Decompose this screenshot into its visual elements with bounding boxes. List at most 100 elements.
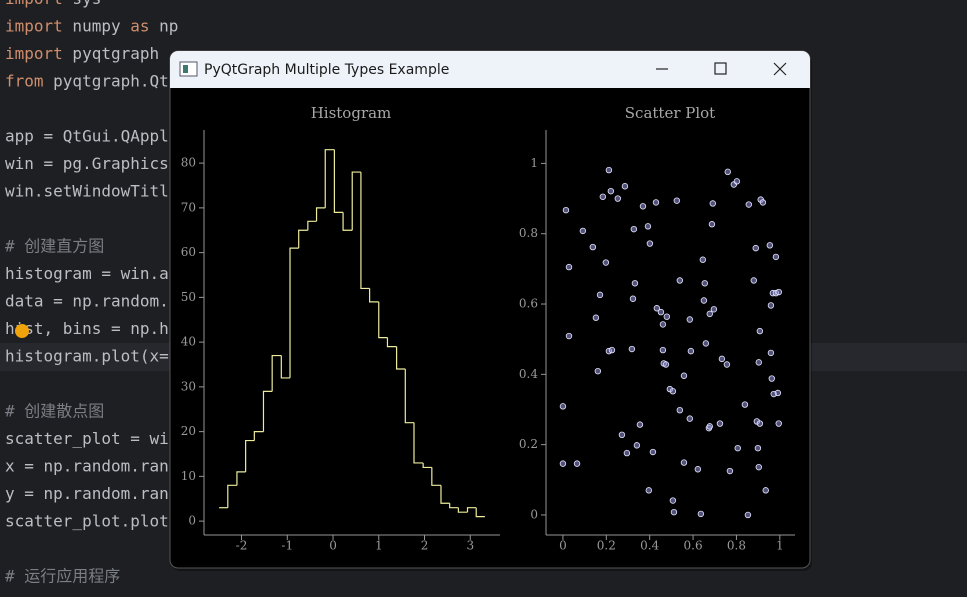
histogram-step [413,422,424,464]
scatter-point [629,295,637,302]
histogram-step [236,471,246,486]
scatter-point [614,195,621,202]
scatter-point [701,280,708,287]
scatter-point [734,444,741,452]
code-line: # 创建直方图 [5,236,104,255]
scatter-point [592,314,600,321]
app-window: PyQtGraph Multiple Types Example Histogr… [169,50,812,571]
code-line: x = np.random.ran [5,456,169,475]
code-line: import numpy as np [5,16,178,35]
histogram-step [378,301,388,339]
scatter-point [754,444,762,452]
intention-bulb[interactable] [15,324,29,338]
scatter-point [710,306,718,313]
x-tick-label: 3 [466,539,474,553]
y-tick-label: 70 [181,200,196,214]
code-line: hist, bins = np.h [5,319,169,338]
scatter-point [762,487,769,494]
scatter-point [699,256,707,263]
scatter-point [605,166,613,174]
scatter-point [673,197,680,204]
code-line: scatter_plot = wi [5,429,169,448]
histogram-step [396,346,406,370]
y-tick-label: 0.4 [519,367,538,381]
x-tick-label: 0 [559,539,567,553]
scatter-point [639,203,647,210]
y-tick-label: 0.8 [519,226,538,240]
histogram-step [351,171,361,231]
scatter-point [669,388,677,395]
x-tick-label: -2 [236,539,248,553]
scatter-point [768,375,775,382]
histogram-step [342,212,353,231]
scatter-point [767,349,775,357]
scatter-point [700,297,708,304]
histogram-step [271,354,282,392]
scatter-point [618,431,626,439]
scatter-point [589,243,597,251]
scatter-point [636,421,644,428]
histogram-step [431,467,441,486]
scatter-point [649,448,657,456]
histogram-step [440,485,450,504]
scatter-point [657,308,665,316]
scatter-point [607,187,615,195]
scatter-point [653,305,661,312]
histogram-step [227,484,237,508]
histogram-step [298,229,308,249]
close-button[interactable] [773,62,787,76]
scatter-point [767,302,775,309]
histogram-step [449,503,459,509]
x-tick-label: 0.8 [727,539,746,553]
code-line: histogram.plot(x= [5,346,169,365]
scatter-point [752,244,759,252]
scatter-point [621,183,629,190]
histogram-step [245,439,255,472]
x-tick-label: 1 [776,539,784,553]
scatter-point [565,263,573,271]
code-line: # 运行应用程序 [5,566,120,585]
scatter-point [662,361,670,368]
scatter-point [645,487,653,494]
code-line: y = np.random.ran [5,484,169,503]
y-tick-label: 50 [181,290,196,304]
scatter-point [599,193,607,200]
scatter-point [680,459,688,466]
y-tick-label: 20 [181,424,196,438]
scatter-point [709,200,716,207]
scatter-point [559,403,567,410]
y-tick-label: 0.2 [519,437,538,451]
scatter-point [565,332,573,340]
scatter-point [559,460,567,467]
scatter-point [756,327,764,335]
app-icon [179,61,198,77]
code-line: win = pg.Graphics [5,154,169,173]
scatter-point [716,420,724,427]
scatter-point [608,346,616,354]
y-tick-label: 60 [181,245,196,259]
scatter-point [680,372,688,379]
y-tick-label: 1 [530,156,538,170]
code-line: histogram = win.a [5,264,169,283]
scatter-point [708,221,716,228]
scatter-point [733,178,741,185]
x-tick-label: -1 [281,539,293,553]
scatter-point [702,340,710,347]
scatter-point [766,242,774,249]
histogram-step [280,355,291,379]
window-title: PyQtGraph Multiple Types Example [204,62,449,78]
scatter-point [644,223,652,230]
histogram-step [457,507,468,513]
histogram-step [475,507,485,518]
x-tick-label: 0 [329,539,337,553]
histogram-step [404,368,414,424]
scatter-point [686,415,694,422]
scatter-point [669,497,677,504]
code-line: scatter_plot.plot [5,511,169,530]
code-line: data = np.random. [5,291,169,310]
histogram-step [333,149,344,213]
scatter-point [670,508,678,516]
maximize-button[interactable] [714,62,727,75]
chart-title: Histogram [311,104,392,122]
